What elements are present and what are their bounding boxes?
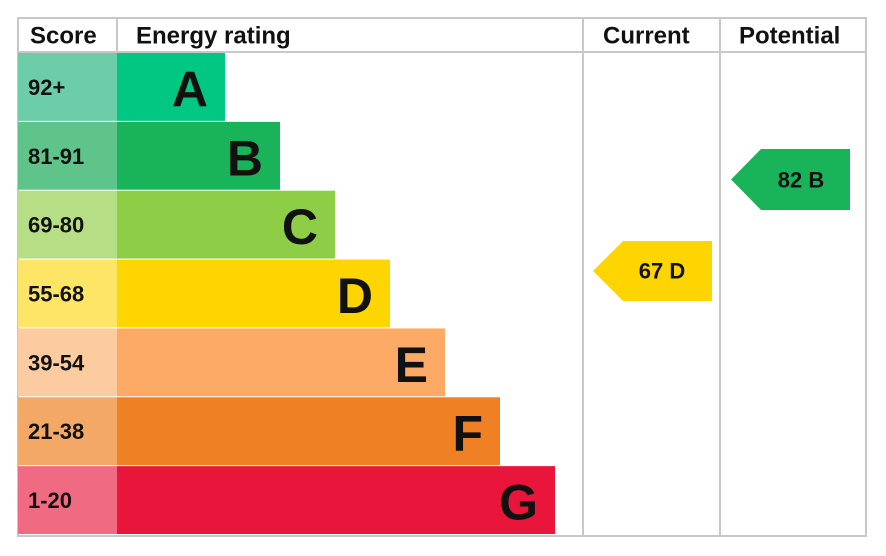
bands: 92+ A 81-91 B 69-80 C 55-68 D 39-54 E 21-38 F 1-20 G	[18, 53, 555, 534]
score-cell	[18, 466, 117, 534]
score-range: 92+	[28, 75, 65, 100]
score-cell	[18, 190, 117, 259]
band-bar	[117, 190, 335, 259]
score-cell	[18, 121, 117, 190]
header-energy-rating: Energy rating	[136, 23, 291, 50]
band-letter: B	[227, 130, 263, 186]
score-range: 1-20	[28, 488, 72, 513]
band-letter: E	[395, 337, 428, 393]
current-label: 67 D	[639, 259, 685, 284]
score-range: 55-68	[28, 282, 84, 307]
current-arrow	[593, 241, 712, 301]
score-cell	[18, 328, 117, 397]
band-letter: C	[282, 199, 318, 255]
band-bar	[117, 259, 390, 328]
score-range: 21-38	[28, 419, 84, 444]
band-letter: A	[172, 61, 208, 117]
header-score: Score	[30, 23, 97, 50]
potential-arrow	[731, 149, 850, 210]
header-current: Current	[603, 23, 690, 50]
band-bar	[117, 328, 445, 397]
band-letter: G	[499, 475, 538, 531]
band-bar	[117, 397, 500, 466]
score-range: 69-80	[28, 213, 84, 238]
band-letter: F	[452, 406, 483, 462]
score-cell	[18, 397, 117, 466]
score-cell	[18, 53, 117, 121]
band-letter: D	[337, 268, 373, 324]
band-bar	[117, 466, 555, 534]
score-cell	[18, 259, 117, 328]
band-bar	[117, 53, 225, 121]
score-range: 39-54	[28, 350, 85, 375]
score-range: 81-91	[28, 144, 84, 169]
potential-label: 82 B	[778, 168, 824, 193]
band-bar	[117, 121, 280, 190]
header-potential: Potential	[739, 23, 840, 50]
